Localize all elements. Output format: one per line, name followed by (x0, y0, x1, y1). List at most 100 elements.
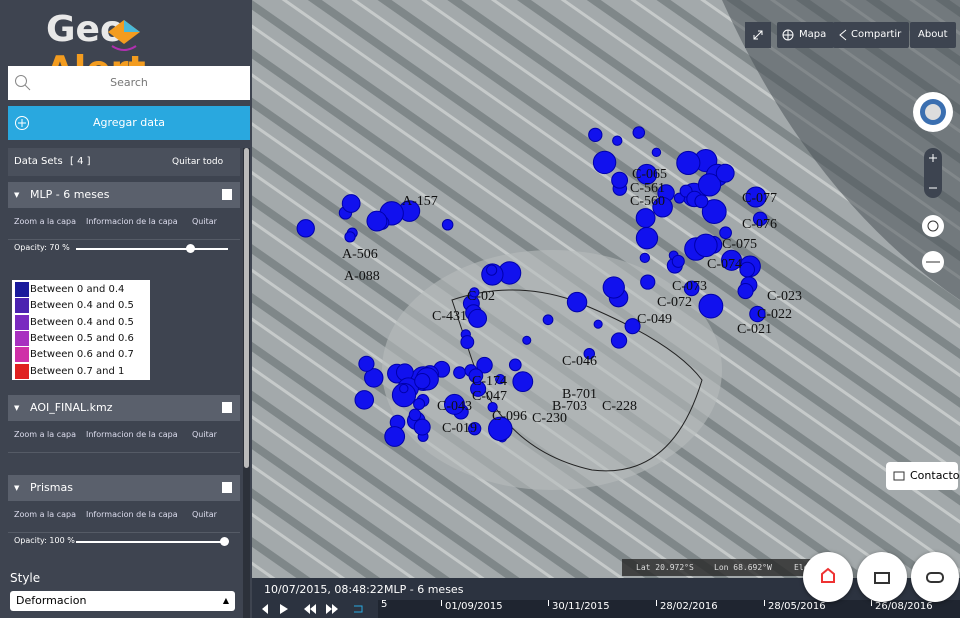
add-data-label: Agregar data (92, 116, 166, 129)
timeline-date: 28/02/2016 (660, 601, 718, 612)
layer-header[interactable]: AOI_FINAL.kmz ▼ (8, 395, 240, 421)
timeline-tick (548, 600, 549, 606)
timeline-start: 5 (381, 599, 388, 610)
opacity-track (76, 248, 228, 250)
map-point (635, 208, 656, 228)
layer-toggle[interactable] (222, 402, 232, 413)
map-label: C-230 (532, 411, 567, 426)
map-label: C-174 (472, 374, 507, 389)
fullscreen-button[interactable] (745, 22, 771, 48)
contact-button[interactable]: Contacto (886, 462, 960, 490)
map-label: C-065 (632, 167, 667, 182)
layer-toggle[interactable] (222, 189, 232, 200)
fullscreen-icon (753, 30, 763, 40)
zoom-to-layer[interactable]: Zoom a la capa (14, 430, 76, 439)
search-box[interactable]: Search (8, 66, 250, 100)
legend-swatch (15, 314, 29, 330)
playback-controls[interactable] (258, 602, 368, 616)
map-label: C-075 (722, 237, 757, 252)
legend-swatch (15, 330, 29, 346)
layer-name: MLP - 6 meses (30, 188, 110, 201)
remove-layer[interactable]: Quitar (192, 217, 217, 226)
remove-layer[interactable]: Quitar (192, 510, 217, 519)
layers-button[interactable] (857, 552, 907, 602)
share-icon (839, 29, 847, 41)
map-label: B-703 (552, 399, 587, 414)
datasets-bar: Data Sets [ 4 ] Quitar todo (8, 148, 240, 176)
layer-toggle[interactable] (222, 482, 232, 493)
locate-button[interactable] (922, 215, 944, 237)
map-label: A-506 (342, 247, 378, 262)
map-point (683, 280, 700, 297)
datasets-title: Data Sets (14, 156, 63, 167)
zoom-control[interactable] (924, 148, 942, 198)
map-label: C-019 (442, 421, 477, 436)
zoom-to-layer[interactable]: Zoom a la capa (14, 217, 76, 226)
map-point (745, 186, 767, 208)
layer-info[interactable]: Informacion de la capa (86, 217, 178, 226)
map-point (612, 135, 623, 146)
map-point (611, 171, 629, 189)
map-point (460, 335, 475, 349)
opacity-label: Opacity: 100 % (14, 536, 75, 545)
search-icon (15, 75, 31, 91)
map-label: C-228 (602, 399, 637, 414)
timeline-track[interactable] (378, 600, 960, 618)
layer-info[interactable]: Informacion de la capa (86, 510, 178, 519)
scroll-thumb[interactable] (244, 148, 249, 468)
map-point (486, 264, 498, 276)
map-point (737, 283, 754, 300)
style-select[interactable]: Deformacion ▲ (10, 591, 235, 611)
share-button[interactable]: Compartir (833, 22, 910, 48)
home-button[interactable] (803, 552, 853, 602)
map-button[interactable]: Mapa (777, 22, 835, 48)
map-label: A-088 (344, 269, 380, 284)
globe-icon (782, 29, 794, 41)
collapse-arrow: ▼ (14, 191, 20, 199)
map-point (408, 408, 422, 422)
layer-info[interactable]: Informacion de la capa (86, 430, 178, 439)
dark-benches (722, 0, 960, 300)
layer-header[interactable]: MLP - 6 meses ▼ (8, 182, 240, 208)
settings-button[interactable] (911, 552, 959, 602)
map-point (640, 274, 656, 290)
map-point (413, 398, 426, 411)
map-point (698, 293, 724, 319)
map-point (413, 418, 431, 436)
aoi-outline (451, 289, 703, 472)
clear-all[interactable]: Quitar todo (172, 157, 224, 167)
map-point (652, 196, 673, 218)
map-point (542, 314, 554, 326)
opacity-thumb[interactable] (220, 537, 229, 546)
logo-icon (108, 20, 140, 51)
about-button[interactable]: About (910, 22, 956, 48)
contact-label: Contacto (910, 469, 960, 482)
map-point (453, 366, 466, 380)
zoom-to-layer[interactable]: Zoom a la capa (14, 510, 76, 519)
map-point (583, 347, 596, 360)
map-label: C-046 (562, 354, 597, 369)
remove-layer[interactable]: Quitar (192, 430, 217, 439)
map-point (610, 332, 628, 349)
legend: Between 0 and 0.4 Between 0.4 and 0.5 Betw… (12, 280, 150, 380)
map-label: C-077 (742, 191, 777, 206)
chat-icon (893, 471, 905, 481)
map-label: C-560 (630, 194, 665, 209)
map-point (384, 426, 406, 447)
map-point (639, 252, 651, 264)
map-point (468, 308, 488, 328)
map-label: C-076 (742, 217, 777, 232)
timeline-layer: MLP - 6 meses (384, 583, 464, 596)
collapse-arrow: ▼ (14, 484, 20, 492)
divider (8, 239, 240, 240)
add-data-button[interactable]: Agregar data (8, 106, 250, 140)
map-point (512, 371, 534, 393)
layer-header[interactable]: Prismas ▼ (8, 475, 240, 501)
map-point (469, 287, 480, 298)
legend-label: Between 0.4 and 0.5 (30, 316, 134, 328)
map-point (632, 126, 646, 139)
opacity-thumb[interactable] (186, 244, 195, 253)
map-point (694, 194, 709, 209)
map-point (487, 402, 498, 413)
